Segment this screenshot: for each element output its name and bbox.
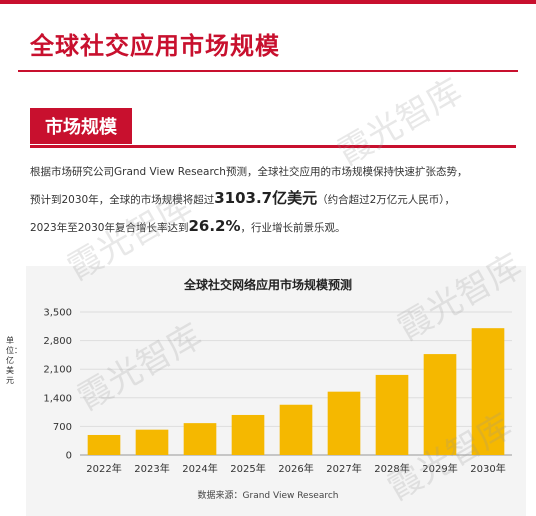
summary-line-3-suffix: ，行业增长前景乐观。 (240, 222, 346, 234)
page-title: 全球社交应用市场规模 (30, 32, 280, 60)
x-tick-label: 2027年 (326, 462, 361, 475)
y-tick-label: 2,800 (43, 336, 72, 347)
bar (135, 429, 169, 455)
bar (375, 374, 409, 455)
x-tick-label: 2024年 (182, 462, 217, 475)
bar (327, 391, 361, 455)
bar (183, 423, 217, 455)
y-tick-label: 2,100 (43, 365, 72, 376)
summary-line-2-prefix: 预计到2030年，全球的市场规模将超过 (30, 194, 215, 206)
bar (279, 404, 313, 455)
y-tick-label: 1,400 (43, 393, 72, 404)
summary-line-2-suffix: （约合超过2万亿元人民币）， (317, 194, 456, 206)
y-tick-label: 700 (53, 422, 72, 433)
cagr-highlight: 26.2% (188, 217, 241, 235)
x-tick-label: 2025年 (230, 462, 265, 475)
top-accent-bar (0, 0, 536, 4)
chart-title: 全球社交网络应用市场规模预测 (183, 278, 352, 292)
chart-unit-label: 单位：亿美元 (6, 336, 22, 385)
y-tick-label: 3,500 (43, 308, 72, 319)
chart-source: 数据来源：Grand View Research (197, 491, 339, 501)
summary-line-3-prefix: 2023年至2030年复合增长率达到 (30, 222, 189, 234)
title-divider (18, 70, 518, 72)
x-tick-label: 2023年 (134, 462, 169, 475)
section-badge: 市场规模 (30, 108, 132, 144)
section-divider (30, 145, 516, 148)
x-tick-label: 2028年 (374, 462, 409, 475)
summary-line-3: 2023年至2030年复合增长率达到26.2%，行业增长前景乐观。 (30, 213, 520, 241)
bar (471, 328, 505, 455)
summary-line-1: 根据市场研究公司Grand View Research预测，全球社交应用的市场规… (30, 166, 468, 178)
y-tick-label: 0 (66, 451, 72, 462)
x-tick-label: 2022年 (86, 462, 121, 475)
x-tick-label: 2029年 (422, 462, 457, 475)
summary-line-2: 预计到2030年，全球的市场规模将超过3103.7亿美元（约合超过2万亿元人民币… (30, 185, 520, 213)
bar (231, 414, 265, 455)
bar (423, 354, 457, 455)
x-tick-label: 2030年 (470, 462, 505, 475)
market-size-highlight: 3103.7亿美元 (214, 189, 318, 207)
summary-paragraph: 根据市场研究公司Grand View Research预测，全球社交应用的市场规… (30, 159, 520, 241)
bar (87, 434, 121, 455)
x-tick-label: 2026年 (278, 462, 313, 475)
